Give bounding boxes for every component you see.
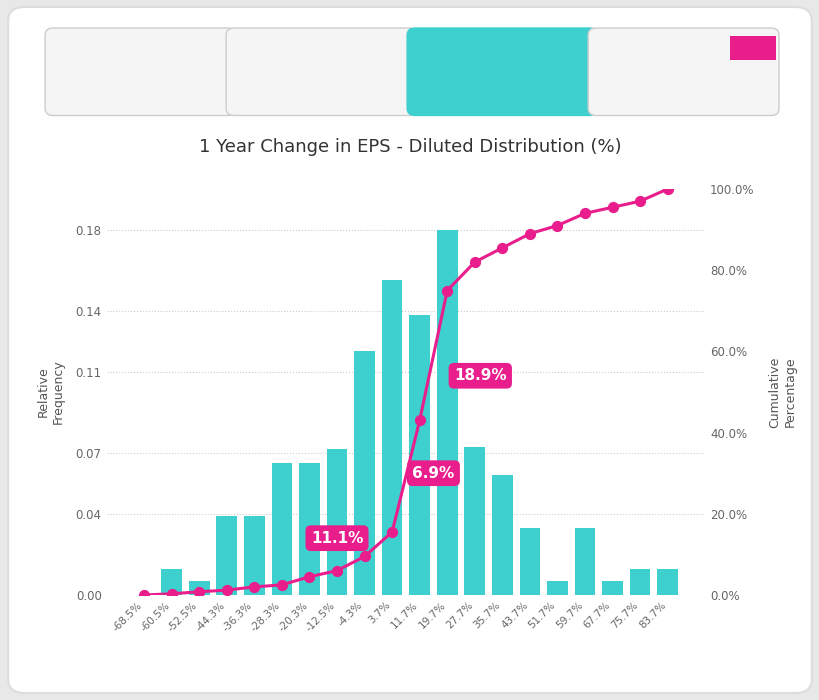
Point bbox=[468, 256, 481, 267]
Point bbox=[165, 588, 178, 599]
Bar bbox=[216, 516, 237, 595]
Bar bbox=[271, 463, 292, 595]
Point bbox=[440, 285, 453, 296]
Bar bbox=[354, 351, 374, 595]
Bar bbox=[409, 315, 429, 595]
Point bbox=[605, 202, 618, 213]
Bar bbox=[464, 447, 485, 595]
Point bbox=[523, 228, 536, 239]
Y-axis label: Cumulative
Percentage: Cumulative Percentage bbox=[767, 356, 795, 428]
Point bbox=[220, 584, 233, 596]
Y-axis label: Relative
Frequency: Relative Frequency bbox=[37, 360, 65, 424]
Text: 6.9%: 6.9% bbox=[412, 466, 454, 481]
Point bbox=[550, 220, 563, 231]
Point bbox=[358, 551, 371, 562]
Point bbox=[275, 580, 288, 591]
Text: FINANCIAL METRIC
CORRELATION: FINANCIAL METRIC CORRELATION bbox=[266, 61, 377, 83]
Point bbox=[660, 183, 673, 195]
Bar bbox=[161, 568, 182, 595]
Bar bbox=[574, 528, 595, 595]
Point bbox=[633, 195, 646, 206]
Text: 11.1%: 11.1% bbox=[310, 531, 363, 546]
Bar bbox=[519, 528, 540, 595]
Bar bbox=[326, 449, 347, 595]
Point bbox=[385, 526, 398, 538]
Point bbox=[413, 415, 426, 426]
Bar bbox=[601, 581, 622, 595]
Point bbox=[192, 586, 206, 597]
Text: TARGET SETTING: TARGET SETTING bbox=[452, 66, 552, 77]
Text: PAYOUTS AND
WEIGHTINGS: PAYOUTS AND WEIGHTINGS bbox=[642, 61, 723, 83]
Point bbox=[577, 208, 590, 219]
Bar bbox=[244, 516, 265, 595]
Point bbox=[330, 565, 343, 576]
Point bbox=[138, 589, 151, 601]
Bar bbox=[657, 568, 677, 595]
Bar bbox=[491, 475, 512, 595]
Point bbox=[495, 242, 509, 253]
Bar bbox=[629, 568, 649, 595]
Text: 18.9%: 18.9% bbox=[454, 368, 506, 384]
Point bbox=[302, 571, 315, 582]
Bar bbox=[188, 581, 210, 595]
Bar bbox=[437, 230, 457, 595]
Point bbox=[247, 581, 260, 592]
Text: NEW: NEW bbox=[740, 38, 764, 57]
Bar bbox=[546, 581, 567, 595]
Bar bbox=[299, 463, 319, 595]
Text: INCENTIVE PLAN
DESIGN: INCENTIVE PLAN DESIGN bbox=[92, 61, 189, 83]
Bar bbox=[382, 281, 402, 595]
Text: 1 Year Change in EPS - Diluted Distribution (%): 1 Year Change in EPS - Diluted Distribut… bbox=[198, 138, 621, 156]
